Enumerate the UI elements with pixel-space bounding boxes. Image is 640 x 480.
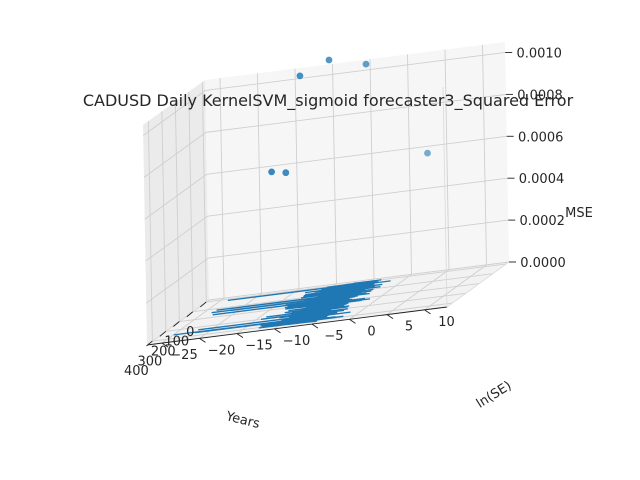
y-tick-label: 0 (367, 324, 375, 339)
y-tick-mark (386, 314, 394, 319)
z-tick-label: 0.0010 (516, 47, 562, 62)
gridline-z (208, 219, 509, 259)
scatter-point (296, 72, 304, 80)
gridline-x (174, 101, 180, 322)
y-tick-mark (311, 323, 319, 329)
y-tick-mark (161, 342, 169, 348)
gridline-x (201, 81, 207, 302)
x-tick-mark (146, 340, 153, 347)
scatter-point (268, 168, 275, 176)
gridline-y (332, 63, 337, 284)
scatter-point (325, 56, 333, 64)
x-tick-mark (186, 311, 194, 318)
z-edge (442, 86, 448, 308)
gridline-z (145, 215, 208, 262)
gridline-y (482, 44, 487, 265)
y-tick-label: −15 (245, 339, 272, 354)
y-tick-label: −20 (208, 343, 235, 358)
gridline-y (386, 269, 450, 315)
x-axis-line (446, 261, 510, 308)
gridline-y (407, 54, 412, 275)
gridline-z (205, 52, 506, 91)
y-tick-mark (236, 333, 244, 338)
y-tick-label: 5 (405, 320, 413, 335)
x-tick-mark (200, 301, 207, 308)
gridline-y (444, 49, 450, 270)
scatter-point (282, 169, 290, 177)
x-tick-label: 100 (164, 335, 189, 350)
gridline-z (207, 177, 508, 217)
chart-title: CADUSD Daily KernelSVM_sigmoid forecaste… (83, 91, 574, 111)
gridline-y (369, 59, 375, 280)
gridline-x (147, 121, 153, 342)
gridline-z (206, 135, 507, 175)
z-tick-label: 0.0004 (519, 172, 565, 187)
gridline-z (208, 261, 510, 301)
y-tick-mark (199, 337, 206, 343)
gridline-y (219, 78, 225, 299)
back-pane (205, 42, 509, 300)
gridline-z (205, 93, 507, 133)
gridline-z (143, 132, 207, 178)
z-tick-label: 0.0006 (518, 130, 564, 145)
ln-se-line (173, 279, 391, 336)
gridline-z (142, 90, 206, 136)
x-axis-label: Years (223, 409, 261, 432)
gridline-y (257, 73, 262, 294)
gridline-z (144, 173, 207, 220)
x-tick-mark (173, 321, 180, 327)
scatter-point (424, 149, 431, 157)
gridline-y (294, 68, 300, 289)
z-tick-label: 0.0008 (517, 88, 563, 103)
y-axis-line (146, 306, 448, 346)
x-tick-label: 200 (151, 345, 176, 360)
gridline-y (161, 297, 225, 344)
x-tick-label: 0 (186, 325, 194, 340)
gridline-x (188, 91, 194, 312)
x-tick-label: 400 (124, 364, 149, 379)
y-tick-mark (424, 309, 431, 315)
z-tick-label: 0.0000 (520, 256, 566, 271)
gridline-x (161, 111, 167, 332)
x-tick-label: 300 (137, 354, 162, 369)
x-tick-mark (159, 330, 167, 337)
gridline-y (424, 264, 487, 311)
y-axis-label: ln(SE) (474, 378, 515, 411)
y-tick-label: 10 (438, 315, 455, 330)
mse-scatter-series (268, 56, 431, 177)
y-tick-mark (274, 328, 281, 334)
z-tick-label: 0.0002 (519, 214, 565, 229)
y-tick-label: −5 (324, 329, 343, 344)
gridline-y (349, 273, 412, 320)
z-axis-label: MSE (565, 206, 593, 221)
ln-se-series (173, 279, 391, 336)
y-tick-label: −10 (283, 334, 310, 349)
y-tick-label: −25 (170, 348, 197, 363)
y-tick-mark (349, 318, 356, 324)
scatter-point (362, 60, 370, 68)
gridline-z (145, 257, 209, 304)
